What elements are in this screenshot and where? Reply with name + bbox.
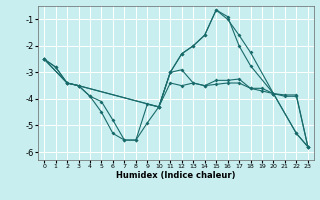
X-axis label: Humidex (Indice chaleur): Humidex (Indice chaleur) (116, 171, 236, 180)
